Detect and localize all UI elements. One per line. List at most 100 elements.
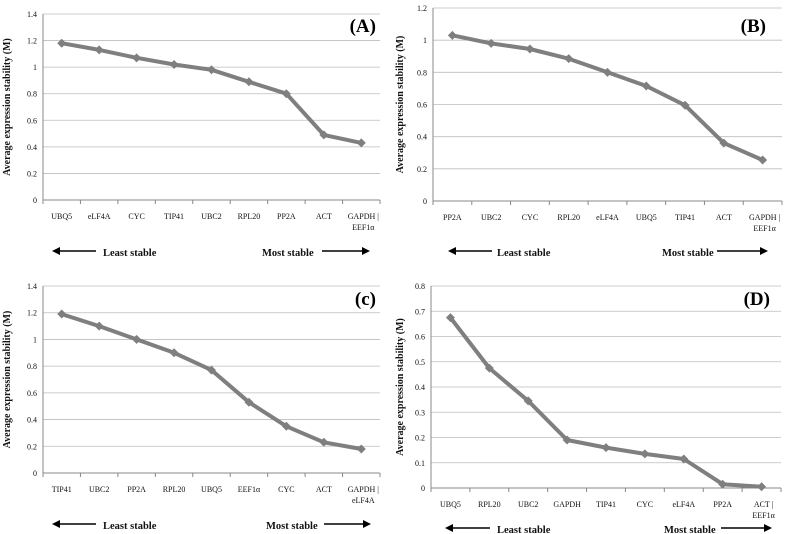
y-tick-label: 0.7 (415, 307, 425, 316)
data-point-marker (132, 334, 142, 344)
x-tick-label: GAPDH | eLF4A (348, 485, 379, 505)
y-tick-label: 1.2 (27, 309, 37, 318)
y-tick-label: 0 (33, 469, 37, 478)
x-tick-label: UBQ5 (440, 500, 461, 509)
y-tick-label: 1.2 (417, 4, 427, 13)
data-point-marker (484, 363, 494, 373)
y-tick-label: 1.2 (27, 37, 37, 46)
panel-tag: (c) (355, 289, 376, 310)
data-point-marker (207, 65, 216, 75)
right-arrowhead-icon (760, 247, 768, 255)
y-tick-label: 0.6 (27, 116, 37, 125)
series-line (61, 41, 362, 145)
data-point-marker (57, 309, 67, 319)
x-tick-label: UBC2 (518, 500, 538, 509)
x-tick-label: RPL20 (163, 485, 186, 494)
x-tick-label: CYC (278, 485, 294, 494)
x-tick-label: GAPDH | EEF1α (348, 212, 379, 232)
least-stable-label: Least stable (497, 525, 551, 534)
x-tick-label: GAPDH (553, 500, 581, 509)
series-line (451, 33, 764, 162)
data-point-marker (281, 89, 291, 99)
y-tick-label: 0.1 (415, 459, 425, 468)
series-line (61, 312, 362, 451)
x-tick-label: EEF1α (238, 485, 261, 494)
y-tick-label: 0.4 (415, 383, 425, 392)
y-tick-label: 0.2 (27, 442, 37, 451)
x-tick-label: UBC2 (481, 213, 501, 222)
x-tick-label: CYC (522, 213, 538, 222)
data-point-marker (447, 30, 457, 40)
x-tick-label: eLF4A (88, 212, 111, 221)
data-point-marker (523, 396, 533, 406)
data-point-marker (718, 479, 728, 489)
x-tick-label: PP2A (277, 212, 296, 221)
data-point-marker (57, 38, 67, 48)
data-point-marker (94, 321, 104, 331)
y-tick-label: 0.2 (27, 169, 37, 178)
x-tick-label: UBQ5 (51, 212, 72, 221)
left-arrowhead-icon (448, 247, 456, 255)
data-point-marker (207, 365, 216, 375)
y-tick-label: 0.6 (417, 101, 427, 110)
x-tick-label: ACT (316, 485, 332, 494)
y-tick-label: 0.5 (415, 358, 425, 367)
x-tick-label: RPL20 (238, 212, 261, 221)
data-point-marker (169, 348, 179, 358)
series-line (448, 316, 762, 489)
x-tick-label: PP2A (127, 485, 146, 494)
x-tick-label: UBC2 (89, 485, 109, 494)
y-tick-label: 1 (33, 63, 37, 72)
data-point-marker (641, 81, 651, 91)
data-point-marker (244, 77, 254, 87)
y-tick-label: 1.4 (27, 282, 37, 291)
least-stable-label: Least stable (103, 521, 157, 532)
most-stable-label: Most stable (262, 248, 314, 259)
x-tick-label: RPL20 (478, 500, 501, 509)
y-tick-label: 0 (423, 197, 427, 206)
y-tick-label: 1 (33, 335, 37, 344)
y-tick-label: 0.4 (27, 143, 37, 152)
y-tick-label: 0.8 (417, 68, 427, 77)
y-tick-label: 0.8 (415, 282, 425, 291)
data-point-marker (244, 397, 254, 407)
data-point-marker (132, 53, 142, 63)
data-point-marker (758, 155, 768, 165)
most-stable-label: Most stable (662, 248, 714, 259)
x-tick-label: CYC (128, 212, 144, 221)
data-point-marker (94, 45, 104, 55)
y-tick-label: 0.6 (415, 333, 425, 342)
x-tick-label: UBC2 (201, 212, 221, 221)
y-tick-label: 0.4 (417, 133, 427, 142)
data-point-marker (169, 59, 179, 69)
x-tick-label: GAPDH | EEF1α (749, 213, 780, 233)
left-arrowhead-icon (52, 520, 60, 528)
data-point-marker (564, 54, 574, 64)
data-point-marker (319, 437, 329, 447)
panel-tag: (D) (744, 289, 770, 310)
y-tick-label: 0.6 (27, 389, 37, 398)
panel-tag: (A) (350, 16, 376, 37)
x-tick-label: TIP41 (596, 500, 616, 509)
x-tick-label: UBQ5 (636, 213, 657, 222)
y-axis-label: Average expression stability (M) (2, 38, 13, 176)
y-tick-label: 1.4 (27, 10, 37, 19)
y-tick-label: 0.4 (27, 416, 37, 425)
data-point-marker (679, 454, 689, 464)
y-tick-label: 0.8 (27, 90, 37, 99)
x-tick-label: ACT (716, 213, 732, 222)
chart-panel-2: 0 0.2 0.4 0.6 0.8 1 1.2 1.4 TIP41 UBC2 PP2A RPL20 UB… (2, 282, 381, 532)
most-stable-label: Most stable (664, 525, 716, 534)
x-tick-label: TIP41 (164, 212, 184, 221)
data-point-marker (281, 421, 291, 431)
least-stable-label: Least stable (103, 248, 157, 259)
x-tick-label: ACT (316, 212, 332, 221)
right-arrowhead-icon (362, 247, 370, 255)
y-axis-label: Average expression stability (M) (2, 311, 13, 449)
x-tick-label: eLF4A (596, 213, 619, 222)
panel-tag: (B) (741, 16, 766, 37)
data-point-marker (640, 449, 650, 459)
chart-panel-3: 0 0.1 0.2 0.3 0.4 0.5 0.6 0.7 0.8 UBQ5 RPL20 UBC2 GA… (395, 282, 782, 534)
